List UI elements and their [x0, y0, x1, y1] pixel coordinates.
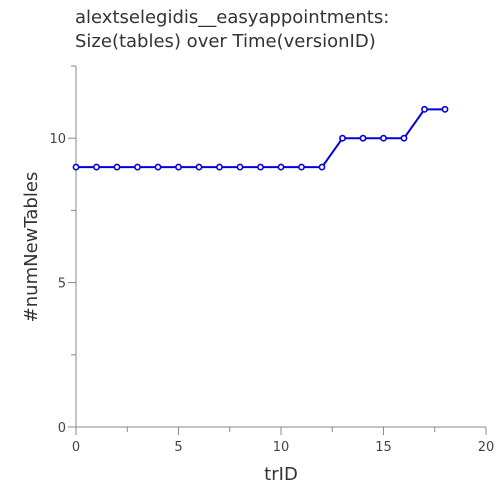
x-tick-label: 0: [72, 440, 80, 455]
x-tick-label: 10: [273, 440, 290, 455]
chart-title-line-1: alextselegidis__easyappointments:: [75, 7, 390, 28]
x-tick-label: 5: [174, 440, 182, 455]
data-point: [195, 163, 203, 171]
data-point: [359, 134, 367, 142]
x-axis-label: trID: [264, 464, 298, 485]
data-point: [93, 163, 100, 171]
series-line: [76, 108, 445, 169]
data-point: [134, 163, 141, 171]
data-point: [257, 163, 264, 171]
chart-title: alextselegidis__easyappointments: Size(t…: [75, 6, 389, 54]
data-point: [216, 163, 223, 171]
y-tick-label: 5: [58, 277, 66, 292]
data-point: [421, 105, 428, 113]
y-axis-label: #numNewTables: [21, 172, 42, 323]
ticks: 0 5 10 0 5 10 15 20: [49, 65, 495, 455]
data-point: [175, 163, 182, 171]
data-point: [318, 163, 326, 171]
y-tick-label: 0: [58, 421, 66, 436]
data-point: [113, 163, 121, 171]
data-point: [339, 134, 346, 142]
data-point: [298, 163, 305, 171]
data-point: [441, 105, 449, 113]
data-point: [154, 163, 162, 171]
data-point: [400, 134, 408, 142]
data-point: [236, 163, 244, 171]
chart-title-line-2: Size(tables) over Time(versionID): [75, 31, 376, 52]
data-point: [277, 163, 285, 171]
data-point: [72, 163, 80, 171]
x-tick-label: 15: [375, 440, 392, 455]
data-point: [380, 134, 387, 142]
axes: [75, 66, 486, 428]
x-tick-label: 20: [478, 440, 495, 455]
y-tick-label: 10: [49, 132, 66, 147]
plot-area: [72, 105, 449, 171]
